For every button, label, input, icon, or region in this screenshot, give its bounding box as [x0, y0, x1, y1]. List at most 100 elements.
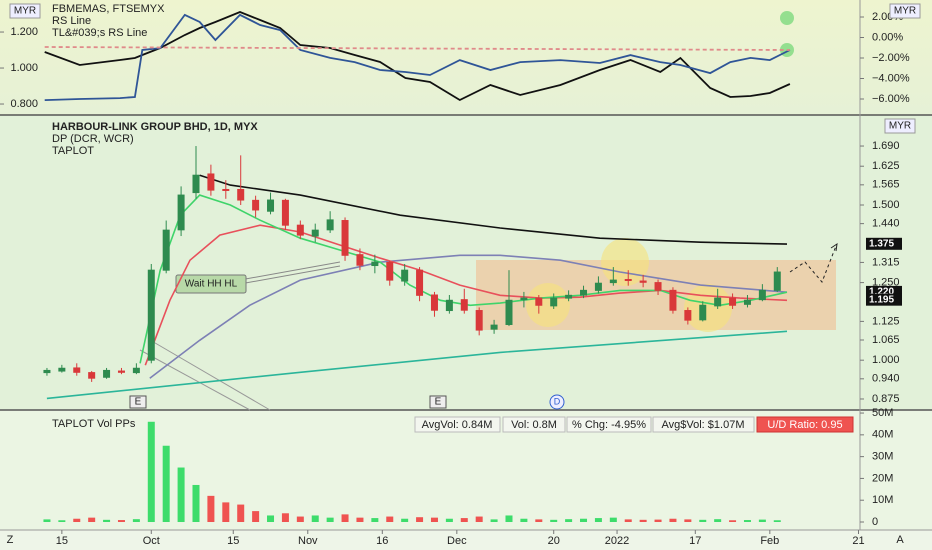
legend-entry: RS Line: [52, 15, 91, 27]
x-tick-label: 21: [852, 535, 864, 547]
candle-body: [43, 369, 51, 374]
ui-button[interactable]: Z: [7, 534, 14, 546]
volume-bar: [281, 513, 289, 523]
y-tick-label: 0.940: [872, 373, 900, 385]
stat-text: % Chg: -4.95%: [572, 419, 646, 431]
highlight-circle: [526, 283, 570, 327]
signal-dot: [780, 11, 794, 25]
x-tick-label: 16: [376, 535, 388, 547]
y-tick-label: −2.00%: [872, 52, 910, 64]
candle-body: [356, 254, 364, 266]
volume-bar: [505, 515, 513, 523]
y-tick-label: −4.00%: [872, 72, 910, 84]
candle-body: [773, 271, 781, 291]
volume-bar: [58, 520, 66, 523]
volume-bar: [43, 519, 51, 523]
line-series: [139, 194, 788, 364]
candle-body: [73, 367, 81, 373]
volume-bar: [445, 518, 453, 523]
candle-body: [58, 367, 66, 372]
volume-bar: [475, 516, 483, 523]
stat-text: Avg$Vol: $1.07M: [662, 419, 745, 431]
stat-box: [502, 416, 566, 433]
x-tick-label: 15: [56, 535, 68, 547]
arrow-head: [830, 242, 838, 252]
currency-label: MYR: [14, 6, 36, 17]
volume-bar: [609, 517, 617, 523]
volume-bar: [654, 519, 662, 523]
y-tick-label: 1.250: [872, 277, 900, 289]
y-tick-label: 0.00%: [872, 31, 903, 43]
volume-bar: [147, 421, 155, 523]
trend-line: [139, 349, 251, 411]
volume-bar: [460, 518, 468, 523]
callout-line: [239, 265, 341, 285]
y-tick-label: 50M: [872, 407, 893, 419]
y-tick-label: −6.00%: [872, 93, 910, 105]
earnings-marker: [129, 395, 147, 409]
candle-body: [624, 278, 632, 281]
candle-body: [117, 370, 125, 373]
volume-bar: [222, 502, 230, 523]
candle-body: [147, 269, 155, 361]
volume-bar: [580, 518, 588, 523]
volume-bar: [773, 520, 781, 523]
volume-bar: [192, 484, 200, 523]
y-tick-label: 1.690: [872, 140, 900, 152]
price-tag-label: 1.195: [869, 294, 894, 305]
volume-bar: [326, 517, 334, 523]
volume-bar: [386, 516, 394, 523]
price-tag: [866, 293, 902, 306]
line-series: [144, 224, 788, 366]
price-tag-label: 1.220: [869, 287, 894, 298]
candle-body: [401, 269, 409, 282]
volume-bar: [565, 519, 573, 523]
currency-badge: [9, 3, 41, 19]
x-tick-label: 2022: [605, 535, 629, 547]
candle-body: [654, 282, 662, 291]
y-tick-label: 1.565: [872, 179, 900, 191]
candle-body: [207, 173, 215, 191]
callout-line: [239, 261, 341, 281]
y-tick-label: 1.000: [872, 354, 900, 366]
annotation-box: [175, 274, 247, 294]
ui-button[interactable]: A: [896, 534, 904, 546]
candle-body: [103, 369, 111, 378]
marker-label: E: [135, 397, 142, 408]
stat-text: Vol: 0.8M: [511, 419, 557, 431]
candle-body: [669, 289, 677, 311]
legend-entry: FBMEMAS, FTSEMYX: [52, 3, 165, 15]
y-tick-label: 1.125: [872, 315, 900, 327]
candle-body: [594, 282, 602, 291]
candle-body: [162, 229, 170, 271]
candle-body: [505, 299, 513, 325]
y-tick-label: 0.875: [872, 393, 900, 405]
volume-bar: [341, 514, 349, 523]
x-tick-label: 20: [548, 535, 560, 547]
line-series: [149, 254, 788, 379]
volume-bar: [371, 518, 379, 523]
volume-bar: [714, 519, 722, 523]
marker-label: E: [435, 397, 442, 408]
volume-bar: [311, 515, 319, 523]
volume-title: TAPLOT Vol PPs: [52, 418, 136, 430]
candle-body: [281, 199, 289, 226]
volume-bar: [624, 519, 632, 523]
y-tick-label: 1.000: [10, 62, 38, 74]
candle-body: [341, 220, 349, 256]
x-tick-label: Oct: [143, 535, 160, 547]
y-tick-label: 40M: [872, 429, 893, 441]
earnings-marker: [429, 395, 447, 409]
x-tick-label: 17: [689, 535, 701, 547]
candle-body: [296, 224, 304, 236]
stat-text: AvgVol: 0.84M: [422, 419, 493, 431]
candle-body: [267, 199, 275, 212]
candle-body: [743, 299, 751, 305]
volume-bar: [535, 519, 543, 523]
volume-bar: [177, 467, 185, 523]
volume-bar: [729, 520, 737, 523]
x-tick-label: 15: [227, 535, 239, 547]
candle-body: [565, 294, 573, 299]
volume-bar: [594, 518, 602, 523]
candle-body: [535, 297, 543, 306]
